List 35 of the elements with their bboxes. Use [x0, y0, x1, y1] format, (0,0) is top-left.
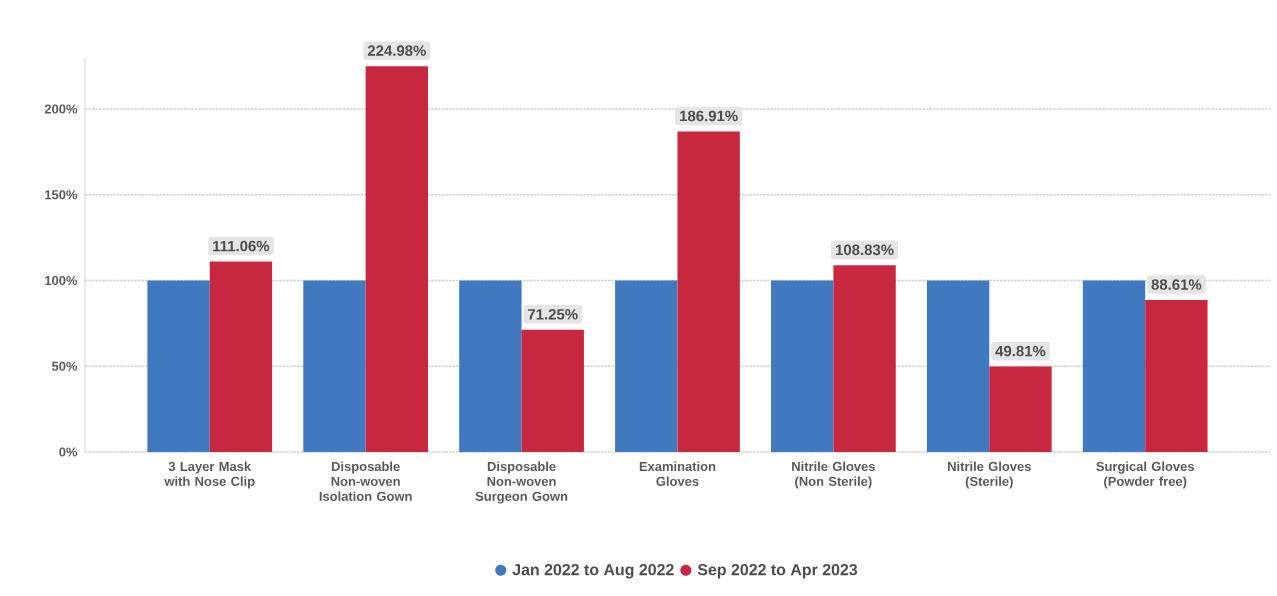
bar: [677, 131, 740, 452]
data-label: 49.81%: [995, 345, 1046, 357]
data-label: 186.91%: [680, 110, 738, 122]
bar: [833, 265, 896, 452]
x-tick-label: Disposable Non-woven Surgeon Gown: [475, 461, 568, 504]
bar: [459, 280, 522, 452]
bar: [1082, 280, 1146, 452]
data-label: 71.25%: [528, 309, 578, 320]
legend-label: Jan 2022 to Aug 2022: [512, 564, 674, 579]
x-tick-label: Disposable Non-woven Isolation Gown: [319, 461, 412, 501]
y-tick-label: 200%: [44, 104, 78, 114]
bar: [303, 280, 366, 452]
data-label: 108.83%: [836, 244, 894, 256]
bar: [926, 280, 990, 452]
x-tick-label: Nitrile Gloves (Sterile): [948, 461, 1031, 489]
x-tick-label: Surgical Gloves (Powder free): [1096, 461, 1194, 489]
x-tick-label: Examination Gloves: [639, 461, 716, 486]
bar: [147, 280, 210, 452]
x-tick-label: Nitrile Gloves (Non Sterile): [792, 461, 875, 489]
data-label: 224.98%: [367, 45, 426, 56]
bar: [365, 66, 428, 452]
y-tick-label: 0%: [59, 447, 78, 457]
bar: [209, 261, 273, 452]
bar: [521, 329, 584, 452]
data-label: 111.06%: [213, 240, 270, 252]
data-label: 88.61%: [1151, 279, 1202, 290]
y-tick-label: 100%: [45, 275, 78, 286]
bar: [771, 280, 834, 452]
y-tick-label: 50%: [51, 361, 78, 371]
x-tick-label: 3 Layer Mask with Nose Clip: [164, 461, 255, 489]
bar: [615, 280, 678, 452]
bar: [1145, 300, 1208, 452]
bar: [989, 366, 1052, 452]
legend-label: Sep 2022 to Apr 2023: [697, 564, 858, 579]
y-tick-label: 150%: [45, 190, 78, 200]
